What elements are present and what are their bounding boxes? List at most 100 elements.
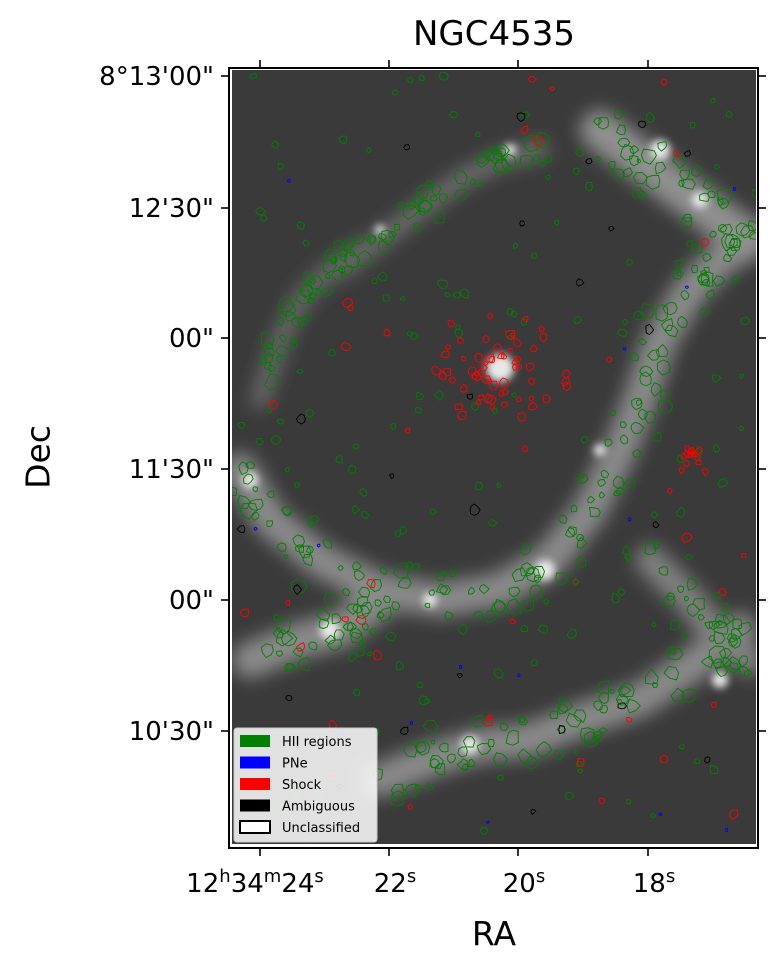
hii-region xyxy=(349,628,363,639)
shock-region xyxy=(474,352,483,363)
hii-region xyxy=(600,469,610,479)
hii-region xyxy=(402,205,420,221)
pne-region xyxy=(732,186,737,192)
shock-region xyxy=(295,642,306,652)
hii-region xyxy=(292,647,304,658)
hii-region xyxy=(390,423,396,430)
hii-region xyxy=(683,595,689,602)
hii-region xyxy=(644,541,657,556)
hii-region xyxy=(292,534,305,548)
hii-region xyxy=(493,598,506,613)
hii-region xyxy=(626,259,633,267)
hii-region xyxy=(468,758,476,767)
hii-region xyxy=(635,399,643,407)
axis-ticks: 12h34m24s 22s 20s 18s 8°13'00" 12'30" 00" 11'30… xyxy=(99,60,766,899)
shock-region xyxy=(509,618,517,625)
hii-region xyxy=(579,473,585,479)
hii-region xyxy=(277,162,285,171)
hii-region xyxy=(377,606,392,623)
hii-region xyxy=(631,449,642,458)
hii-region xyxy=(685,240,694,248)
hii-region xyxy=(708,230,717,239)
shock-region xyxy=(487,380,498,391)
hii-region xyxy=(264,353,274,363)
hii-region xyxy=(352,504,361,515)
hii-region xyxy=(705,289,715,300)
pne-region xyxy=(627,517,632,522)
ambiguous-region xyxy=(236,524,246,534)
hii-region xyxy=(341,587,351,597)
hii-region xyxy=(623,477,636,489)
hii-region xyxy=(617,137,631,148)
shock-region xyxy=(373,650,382,661)
hii-region xyxy=(693,757,701,765)
shock-region xyxy=(407,804,413,811)
arm-1 xyxy=(232,582,398,678)
hii-region xyxy=(651,510,659,519)
hii-region xyxy=(624,553,633,561)
hii-region xyxy=(431,184,442,197)
hii-region xyxy=(286,662,296,672)
hii-region xyxy=(512,243,519,249)
hii-region xyxy=(692,598,705,611)
shock-region xyxy=(404,427,411,434)
knot-1 xyxy=(320,620,340,640)
hii-region xyxy=(537,624,549,635)
hii-region xyxy=(698,307,710,318)
hii-region xyxy=(713,619,729,635)
hii-region xyxy=(529,584,543,600)
hii-region xyxy=(412,191,425,207)
hii-region xyxy=(299,283,314,299)
hii-region xyxy=(407,76,413,84)
ambiguous-region xyxy=(608,225,615,232)
hii-region xyxy=(471,402,480,411)
hii-region xyxy=(730,627,743,641)
hii-region xyxy=(595,156,601,162)
knot-9 xyxy=(594,444,606,456)
hii-region xyxy=(457,623,468,636)
hii-region xyxy=(768,224,777,234)
hii-region xyxy=(324,634,336,645)
shock-region xyxy=(695,459,702,466)
shock-region xyxy=(489,404,495,411)
shock-region xyxy=(487,312,494,320)
hii-region xyxy=(266,490,275,498)
hii-region xyxy=(508,586,521,598)
hii-region xyxy=(248,72,258,80)
hii-region xyxy=(490,601,507,613)
hii-region xyxy=(533,574,542,584)
y-tick-label: 00" xyxy=(169,324,214,354)
hii-region xyxy=(284,662,295,673)
arm-2 xyxy=(363,613,756,797)
hii-region xyxy=(425,180,435,189)
hii-region xyxy=(632,172,648,185)
hii-region xyxy=(255,437,264,446)
hii-region xyxy=(589,506,601,518)
shock-region xyxy=(507,347,513,354)
chart-title: NGC4535 xyxy=(412,14,576,54)
hii-region xyxy=(717,477,729,488)
ambiguous-region xyxy=(466,393,474,400)
hii-region xyxy=(639,365,654,377)
hii-region xyxy=(677,315,688,328)
hii-region xyxy=(405,561,414,570)
hii-region xyxy=(472,611,484,621)
pne-region xyxy=(409,720,414,725)
pne-region xyxy=(458,664,463,669)
hii-region xyxy=(587,495,596,504)
hii-region xyxy=(350,632,364,643)
arm-6 xyxy=(635,545,756,675)
hii-region xyxy=(616,699,623,706)
hii-region xyxy=(717,224,728,233)
hii-region xyxy=(397,577,412,589)
hii-region xyxy=(260,213,268,222)
hii-region xyxy=(521,598,535,612)
hii-region xyxy=(462,736,476,748)
hii-region xyxy=(681,688,696,703)
hii-region xyxy=(617,682,635,698)
hii-region xyxy=(711,374,722,384)
hii-region xyxy=(307,520,315,528)
hii-region xyxy=(296,221,306,230)
legend-label: Ambiguous xyxy=(282,800,355,815)
hii-region xyxy=(424,602,431,609)
